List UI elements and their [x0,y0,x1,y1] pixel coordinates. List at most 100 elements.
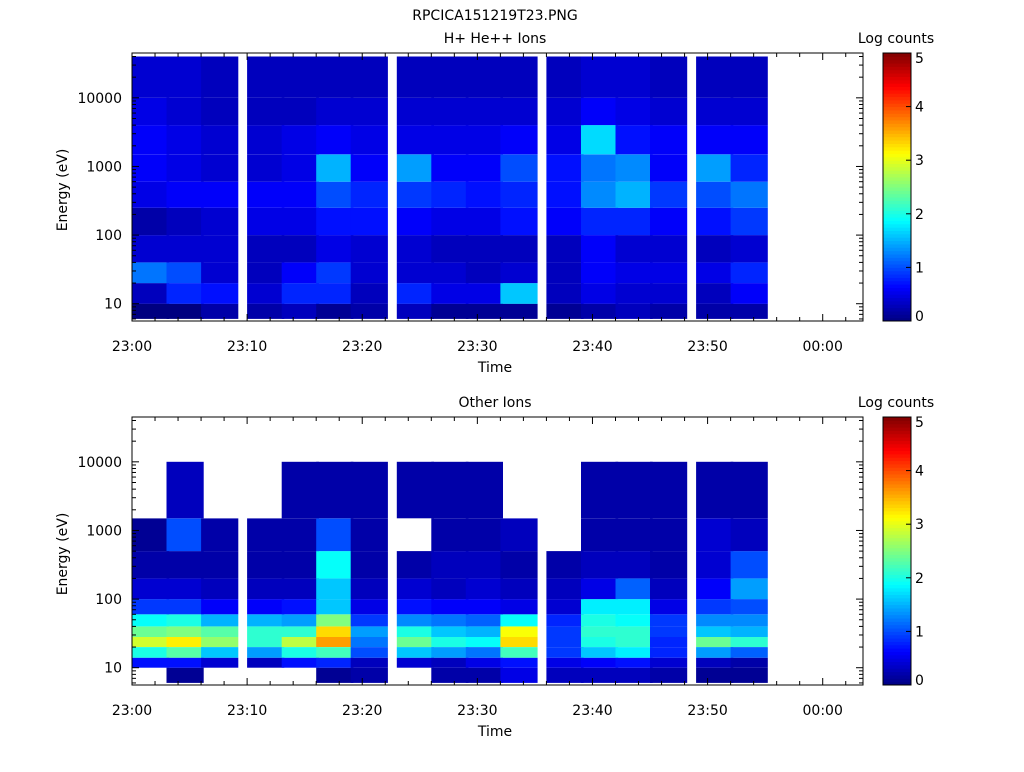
heatmap-cell [696,637,734,647]
heatmap-cell [316,637,354,647]
heatmap-cell [431,626,469,637]
colorbar-segment [883,463,911,468]
colorbar-segment [883,223,911,228]
heatmap-cell [431,97,469,126]
heatmap-cell [316,262,354,284]
heatmap-cell [350,181,388,208]
colorbar-segment [883,537,911,542]
heatmap-cell [730,599,768,615]
heatmap-cell [316,667,354,683]
colorbar-segment [883,500,911,505]
colorbar-segment [883,577,911,582]
heatmap-cell [615,578,653,600]
heatmap-cell [581,461,619,519]
colorbar-segment [883,193,911,198]
colorbar-segment [883,564,911,569]
heatmap-cell [247,578,285,600]
x-tick-label: 23:10 [227,703,267,719]
colorbar-segment [883,470,911,475]
colorbar-segment [883,170,911,175]
heatmap-cell [247,283,285,304]
colorbar-segment [883,661,911,666]
heatmap-cell [730,56,768,98]
heatmap-cell [465,599,503,615]
heatmap-cell [247,657,285,668]
heatmap-cell [431,262,469,284]
heatmap-cell [281,518,319,552]
colorbar-segment [883,591,911,596]
colorbar-segment [883,447,911,451]
colorbar-segment [883,240,911,245]
colorbar-segment [883,554,911,559]
heatmap-cell [201,154,239,182]
colorbar-segment [883,227,911,232]
colorbar-tick-label: 1 [915,260,924,276]
heatmap-cell [431,578,469,600]
colorbar-segment [883,651,911,656]
heatmap-cell [465,283,503,304]
colorbar-segment [883,544,911,549]
colorbar-segment [883,678,911,683]
heatmap-cell [316,97,354,126]
x-tick-label: 23:00 [112,703,152,719]
heatmap-cell [132,303,170,319]
colorbar-segment [883,514,911,518]
heatmap-cell [132,551,170,579]
heatmap-cell [730,461,768,519]
heatmap-cell [546,657,584,668]
heatmap-cell [696,657,734,668]
heatmap-cell [730,551,768,579]
heatmap-cell [316,56,354,98]
heatmap-cell [730,283,768,304]
heatmap-cell [650,207,688,236]
heatmap-cell [166,599,204,615]
heatmap-cell [431,303,469,319]
heatmap-cell [396,637,434,647]
heatmap-cell [316,154,354,182]
colorbar-segment [883,530,911,535]
colorbar-segment [883,671,911,676]
colorbar-segment [883,644,911,649]
heatmap-cell [615,283,653,304]
colorbar-segment [883,176,911,181]
heatmap-cell [465,551,503,579]
heatmap-cell [281,262,319,284]
heatmap-cell [396,283,434,304]
heatmap-cell [350,667,388,683]
heatmap-cell [615,125,653,155]
heatmap-cell [650,626,688,637]
colorbar-segment [883,280,911,285]
colorbar-segment [883,166,911,171]
heatmap-cell [132,207,170,236]
heatmap-cell [615,647,653,658]
colorbar-segment [883,304,911,309]
colorbar-segment [883,641,911,646]
heatmap-cell [500,56,538,98]
heatmap-cell [615,97,653,126]
heatmap-cell [581,518,619,552]
heatmap-cell [281,154,319,182]
heatmap-cell [281,551,319,579]
heatmap-cell [201,283,239,304]
heatmap-cell [730,207,768,236]
panel-other-ions: Other Ions 23:00 23:10 23:20 23:30 23:40 23:5… [55,395,934,740]
heatmap-cell [132,235,170,263]
colorbar-segment [883,213,911,218]
colorbar-segment [883,143,911,148]
colorbar-segment [883,504,911,508]
heatmap-cell [730,262,768,284]
heatmap-cell [650,637,688,647]
heatmap-cell [396,599,434,615]
colorbar-segment [883,63,911,67]
colorbar-segment [883,581,911,585]
heatmap-cell [247,626,285,637]
heatmap-cell [465,614,503,627]
colorbar-segment [883,624,911,629]
heatmap-cell [615,262,653,284]
heatmap-cell [201,599,239,615]
heatmap-cell [465,97,503,126]
figure-title: RPCICA151219T23.PNG [412,8,577,24]
colorbar-segment [883,524,911,529]
heatmap-cell [500,626,538,637]
colorbar-segment [883,658,911,663]
